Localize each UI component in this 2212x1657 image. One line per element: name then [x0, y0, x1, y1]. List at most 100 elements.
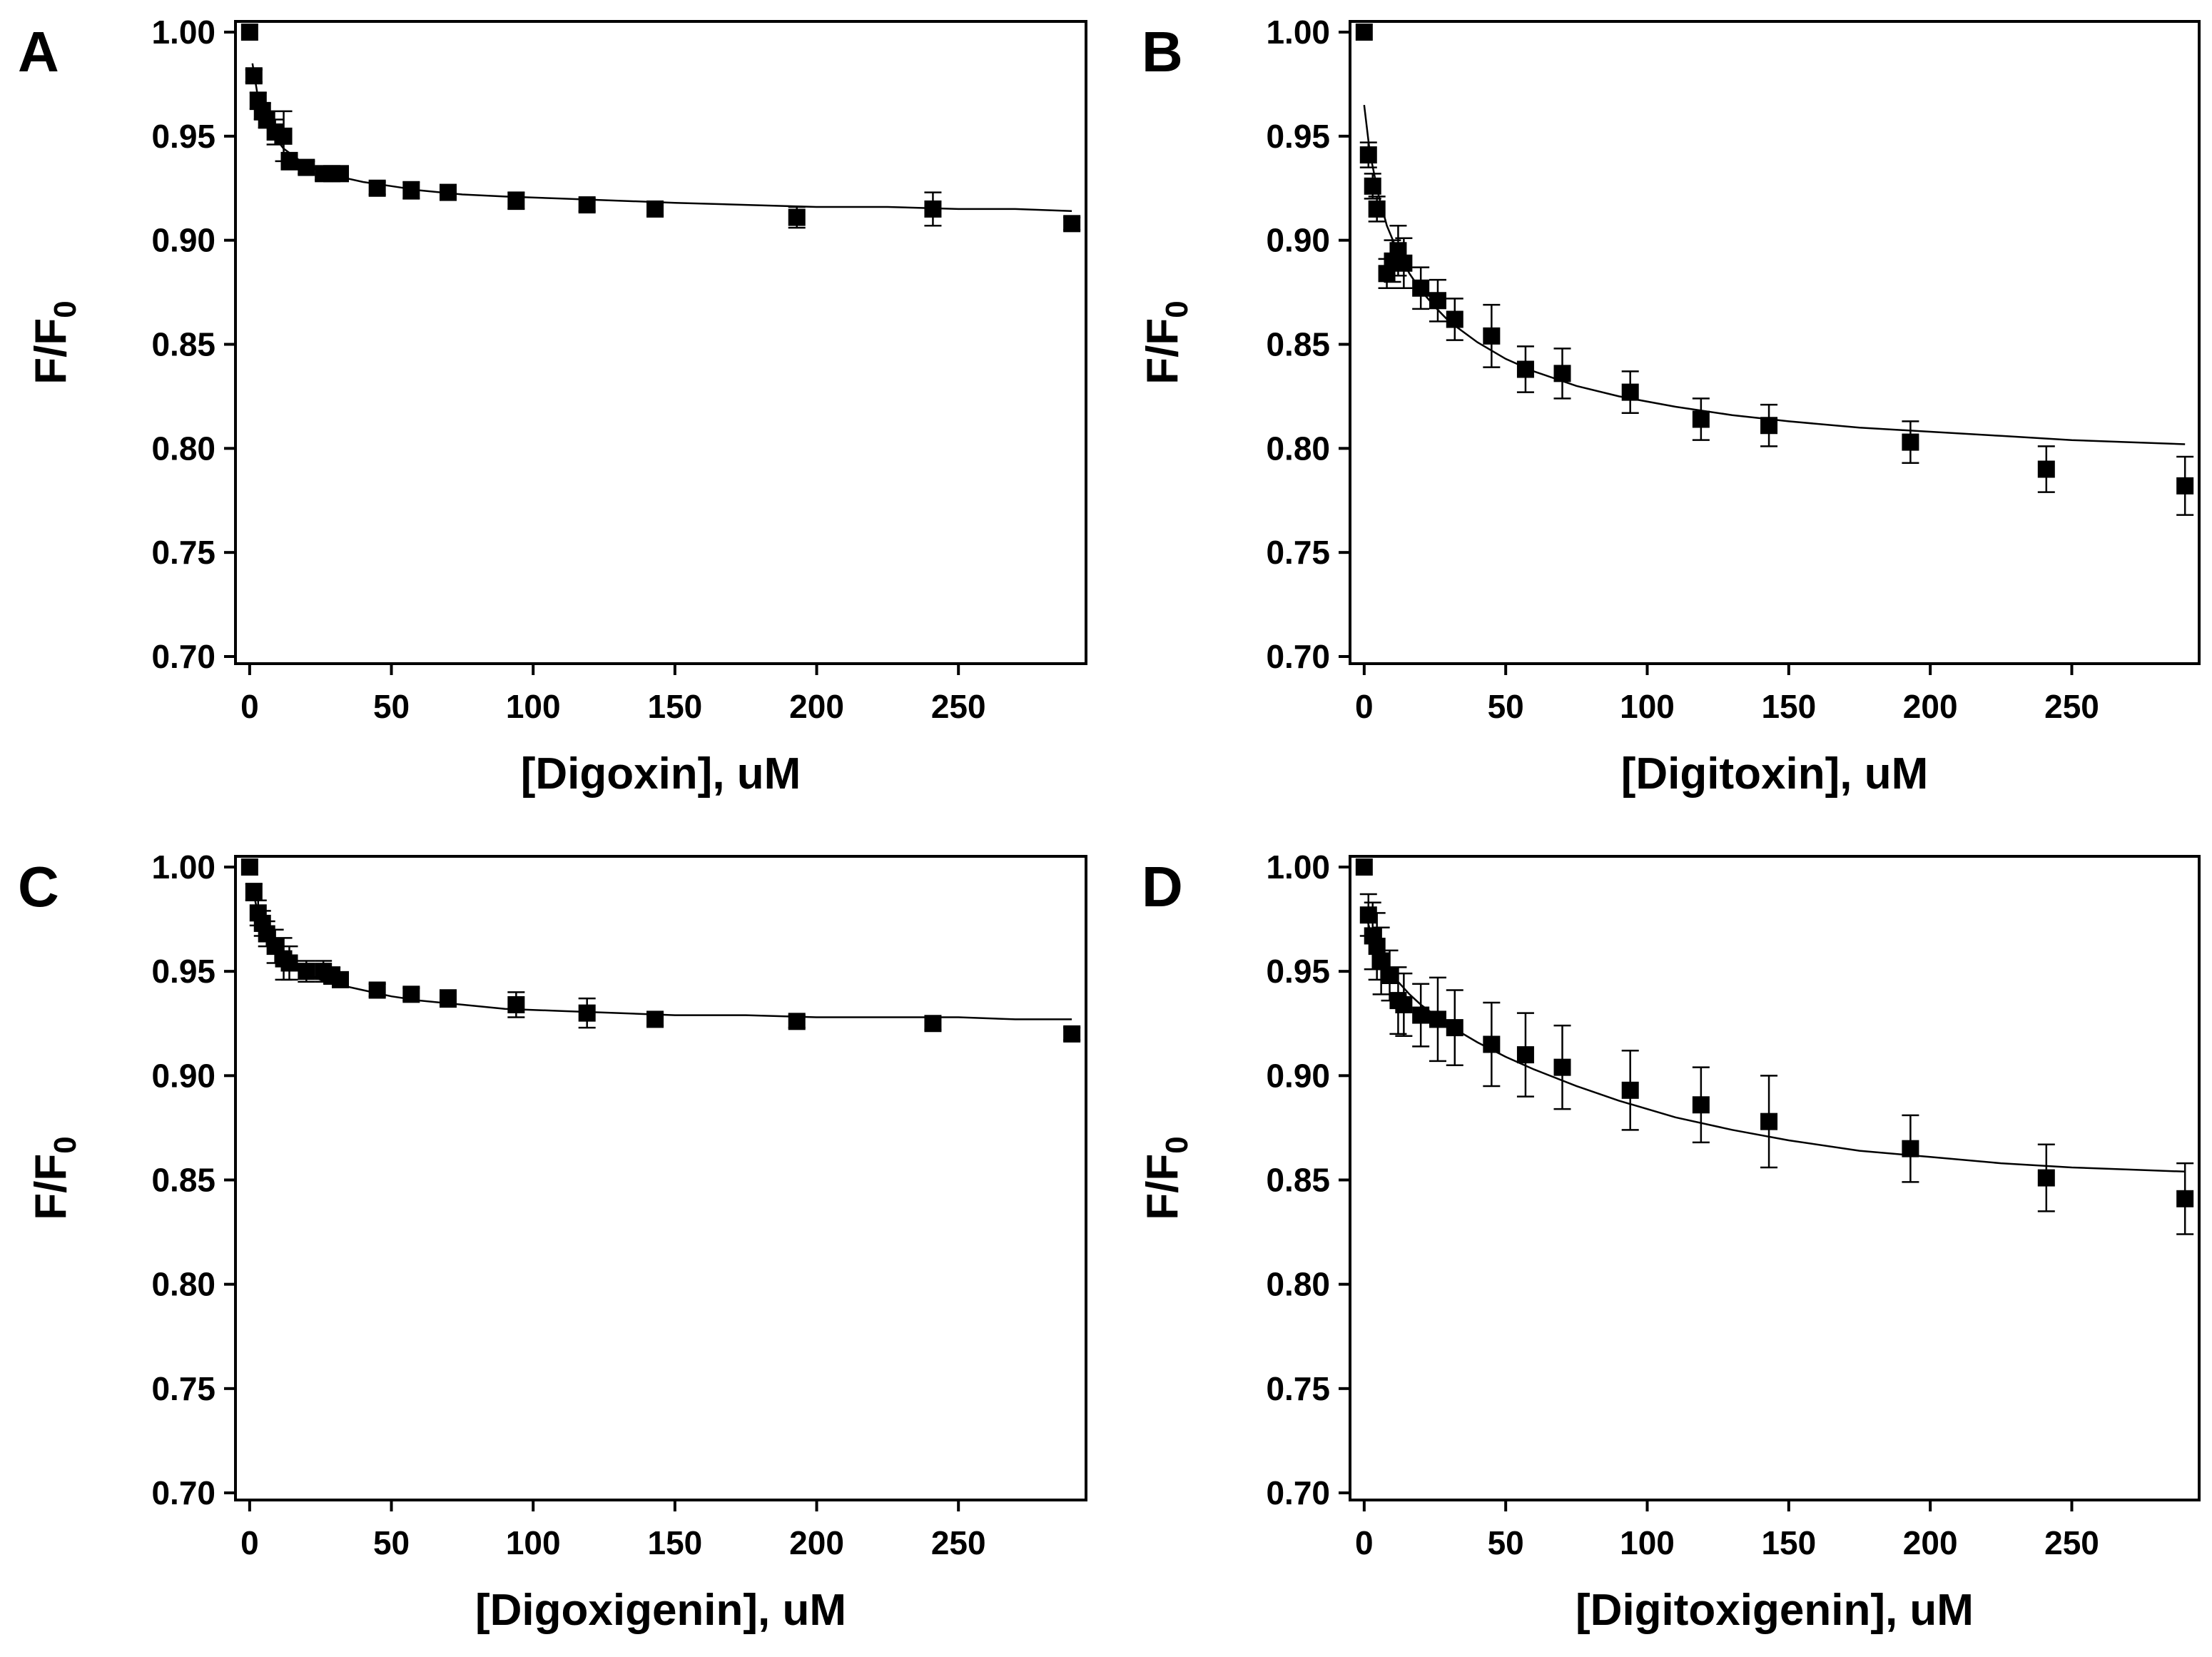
- data-point: [280, 152, 298, 170]
- y-tick-label: 1.00: [151, 14, 215, 51]
- y-tick-label: 0.75: [1266, 1370, 1330, 1407]
- panel-a: A 0.70 0.75 0.80 0.85 0.90 0.95 1.00 0 50 100 150 20…: [18, 14, 1087, 799]
- data-point: [1359, 146, 1377, 164]
- data-point: [1692, 1096, 1710, 1114]
- x-axis-title: [Digitoxigenin], uM: [1576, 1586, 1974, 1635]
- data-point: [440, 183, 457, 201]
- x-axis-title: [Digoxigenin], uM: [475, 1586, 846, 1635]
- x-tick-label: 100: [506, 1524, 561, 1561]
- x-tick-label: 100: [506, 688, 561, 725]
- x-tick-label: 0: [240, 1524, 259, 1561]
- data-point: [924, 200, 942, 218]
- data-point: [1446, 1019, 1463, 1037]
- data-point: [1760, 1113, 1778, 1130]
- data-point: [1364, 177, 1381, 195]
- data-point: [924, 1015, 942, 1033]
- data-point: [507, 192, 525, 210]
- x-tick-label: 150: [647, 1524, 702, 1561]
- data-point: [2037, 1169, 2055, 1187]
- y-tick-label: 0.90: [1266, 1057, 1330, 1094]
- x-tick-label: 150: [647, 688, 702, 725]
- y-tick-label: 1.00: [1266, 848, 1330, 886]
- y-tick-label: 0.80: [151, 1266, 215, 1303]
- data-point: [1429, 1010, 1446, 1028]
- plot-frame: [234, 855, 1087, 1501]
- x-tick-label: 0: [240, 688, 259, 725]
- data-point: [1553, 1058, 1571, 1076]
- data-point: [1381, 967, 1399, 985]
- y-axis-title-subscript: 0: [1160, 300, 1194, 318]
- fit-curve: [251, 887, 1072, 1020]
- y-tick-label: 0.70: [151, 1474, 215, 1511]
- x-tick-label: 0: [1355, 1524, 1374, 1561]
- data-point: [245, 67, 263, 85]
- data-point: [402, 985, 420, 1003]
- y-axis-title: F/F0: [26, 1136, 83, 1220]
- y-tick-label: 0.80: [1266, 1266, 1330, 1303]
- y-axis-title-main: F/F: [26, 318, 76, 385]
- data-point: [646, 1010, 664, 1028]
- panel-letter: B: [1142, 20, 1183, 83]
- data-point: [2176, 1190, 2194, 1207]
- y-tick-label: 1.00: [1266, 14, 1330, 51]
- plot-frame: [1349, 20, 2201, 665]
- data-point: [368, 179, 386, 197]
- data-point: [298, 963, 315, 980]
- data-point: [1355, 858, 1373, 876]
- x-tick-label: 0: [1355, 688, 1374, 725]
- data-point: [1412, 1006, 1430, 1024]
- y-tick-label: 0.95: [1266, 118, 1330, 155]
- data-point: [1621, 383, 1639, 401]
- x-tick-label: 100: [1620, 1524, 1675, 1561]
- data-point: [275, 127, 293, 145]
- plot-frame: [1349, 855, 2201, 1501]
- x-tick-label: 200: [789, 1524, 844, 1561]
- panel-c: C 0.70 0.75 0.80 0.85 0.90 0.95 1.00 0 50 100 150 20…: [18, 848, 1087, 1635]
- y-tick-label: 0.70: [1266, 638, 1330, 675]
- data-point: [578, 196, 596, 214]
- x-tick-label: 200: [789, 688, 844, 725]
- y-tick-label: 0.95: [1266, 953, 1330, 990]
- x-tick-label: 250: [931, 688, 986, 725]
- y-axis-title-subscript: 0: [1160, 1136, 1194, 1153]
- x-tick-label: 250: [2044, 1524, 2099, 1561]
- panel-letter: D: [1142, 855, 1183, 918]
- panel-letter: A: [18, 20, 59, 83]
- x-tick-label: 200: [1903, 1524, 1958, 1561]
- data-point: [1902, 433, 1919, 451]
- data-point: [1429, 292, 1446, 310]
- data-point: [1483, 1035, 1501, 1053]
- data-point: [1692, 410, 1710, 428]
- x-tick-label: 50: [1488, 1524, 1524, 1561]
- x-tick-label: 50: [373, 1524, 410, 1561]
- y-tick-label: 0.90: [151, 222, 215, 259]
- y-axis-title: F/F0: [1138, 300, 1194, 384]
- data-point: [1355, 24, 1373, 41]
- y-tick-label: 0.75: [151, 1370, 215, 1407]
- y-tick-label: 0.70: [1266, 1474, 1330, 1511]
- y-tick-label: 0.70: [151, 638, 215, 675]
- data-point: [1760, 417, 1778, 435]
- y-tick-label: 0.75: [1266, 534, 1330, 571]
- x-tick-label: 150: [1761, 688, 1816, 725]
- data-point: [440, 990, 457, 1008]
- data-point: [368, 981, 386, 999]
- data-point: [1368, 938, 1386, 956]
- y-axis-title: F/F0: [1138, 1136, 1194, 1220]
- panel-d: D 0.70 0.75 0.80 0.85 0.90 0.95 1.00 0 50 100 150 20…: [1138, 848, 2201, 1635]
- x-axis-title: [Digoxin], uM: [521, 749, 801, 799]
- y-tick-label: 0.90: [1266, 222, 1330, 259]
- data-point: [240, 24, 258, 41]
- y-tick-label: 0.85: [1266, 326, 1330, 363]
- data-point: [1372, 952, 1390, 970]
- y-tick-label: 0.85: [1266, 1162, 1330, 1199]
- data-point: [240, 858, 258, 876]
- data-point: [1483, 327, 1501, 345]
- panel-letter: C: [18, 855, 59, 918]
- y-tick-label: 0.95: [151, 118, 215, 155]
- y-tick-label: 1.00: [151, 848, 215, 886]
- data-point: [788, 208, 806, 226]
- x-axis-title: [Digitoxin], uM: [1621, 749, 1928, 799]
- y-tick-label: 0.75: [151, 534, 215, 571]
